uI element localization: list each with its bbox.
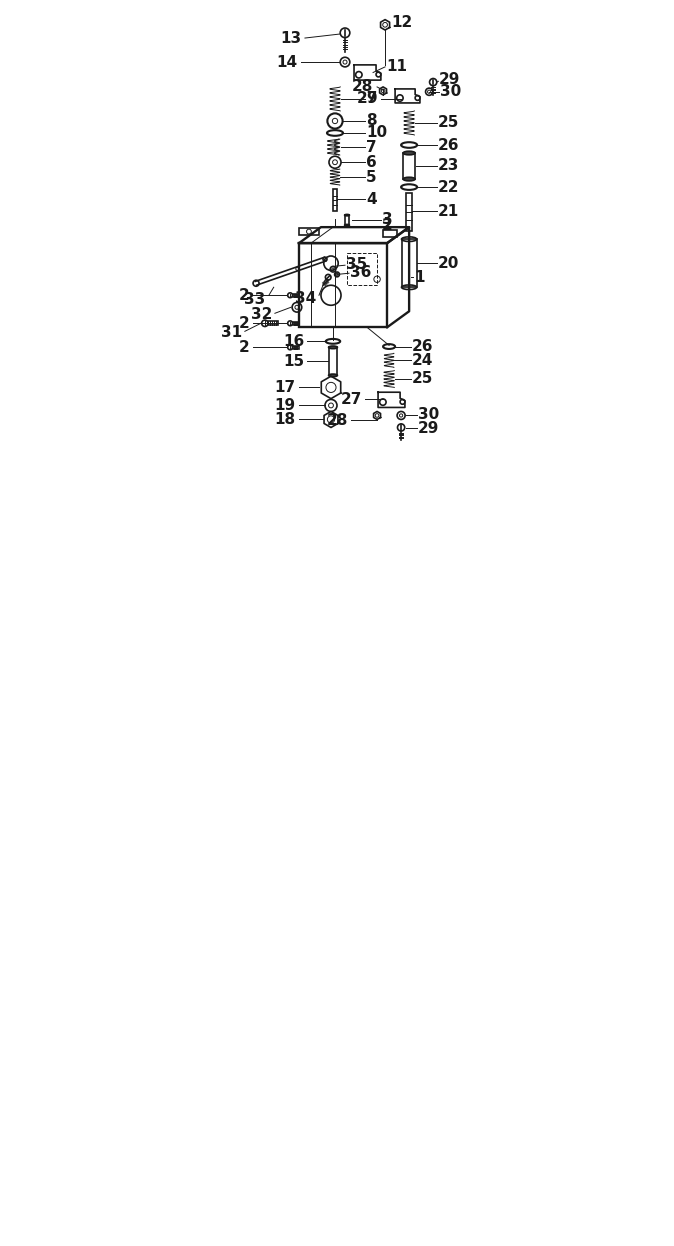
Bar (406, 193, 412, 232)
Text: 28: 28 (326, 412, 348, 427)
Text: 36: 36 (350, 265, 371, 280)
Text: 27: 27 (340, 392, 362, 407)
Text: 21: 21 (438, 203, 459, 218)
Text: 6: 6 (366, 155, 377, 169)
Text: 14: 14 (276, 55, 298, 70)
Text: 32: 32 (251, 307, 272, 321)
Bar (402, 239, 417, 288)
Text: 25: 25 (412, 371, 433, 386)
Text: 23: 23 (438, 158, 460, 173)
Text: 17: 17 (274, 380, 296, 395)
Text: 8: 8 (366, 113, 377, 128)
Text: 2: 2 (239, 315, 249, 330)
Text: 30: 30 (418, 407, 439, 422)
Bar (293, 321, 299, 325)
Text: 5: 5 (366, 169, 377, 184)
Text: 26: 26 (412, 339, 433, 354)
Text: 7: 7 (366, 140, 377, 155)
Text: 20: 20 (438, 255, 460, 270)
Text: 28: 28 (352, 78, 373, 93)
Text: 2: 2 (239, 288, 249, 303)
Text: 29: 29 (418, 421, 439, 436)
Text: 13: 13 (280, 31, 302, 46)
Bar (299, 228, 319, 235)
Text: 15: 15 (283, 354, 304, 369)
Text: 2: 2 (382, 218, 393, 233)
Text: 19: 19 (274, 397, 296, 412)
Text: 33: 33 (243, 292, 265, 307)
Text: 34: 34 (295, 292, 316, 307)
Text: 26: 26 (438, 137, 460, 152)
Text: 31: 31 (220, 325, 242, 340)
Text: 4: 4 (366, 192, 377, 207)
Text: 3: 3 (382, 212, 392, 228)
Text: 9: 9 (366, 91, 377, 106)
Text: 24: 24 (412, 353, 433, 368)
Bar (334, 189, 336, 211)
Bar (344, 216, 349, 226)
Text: 29: 29 (439, 72, 460, 87)
Bar (347, 253, 377, 285)
Text: 27: 27 (357, 91, 378, 106)
Bar (403, 153, 415, 179)
Text: 25: 25 (438, 116, 460, 131)
Bar (329, 348, 338, 375)
Text: 35: 35 (346, 258, 367, 273)
Bar (268, 321, 278, 325)
Text: 1: 1 (414, 269, 425, 285)
Text: 11: 11 (386, 59, 407, 74)
Text: 16: 16 (283, 334, 304, 349)
Bar (293, 294, 299, 297)
Text: 2: 2 (239, 340, 249, 355)
Text: 30: 30 (439, 85, 461, 100)
Text: 22: 22 (438, 179, 460, 194)
Text: 10: 10 (366, 126, 387, 141)
Text: 12: 12 (391, 15, 412, 30)
Bar (299, 243, 387, 328)
Bar (383, 231, 397, 237)
Bar (293, 346, 299, 349)
Text: 18: 18 (274, 412, 296, 427)
